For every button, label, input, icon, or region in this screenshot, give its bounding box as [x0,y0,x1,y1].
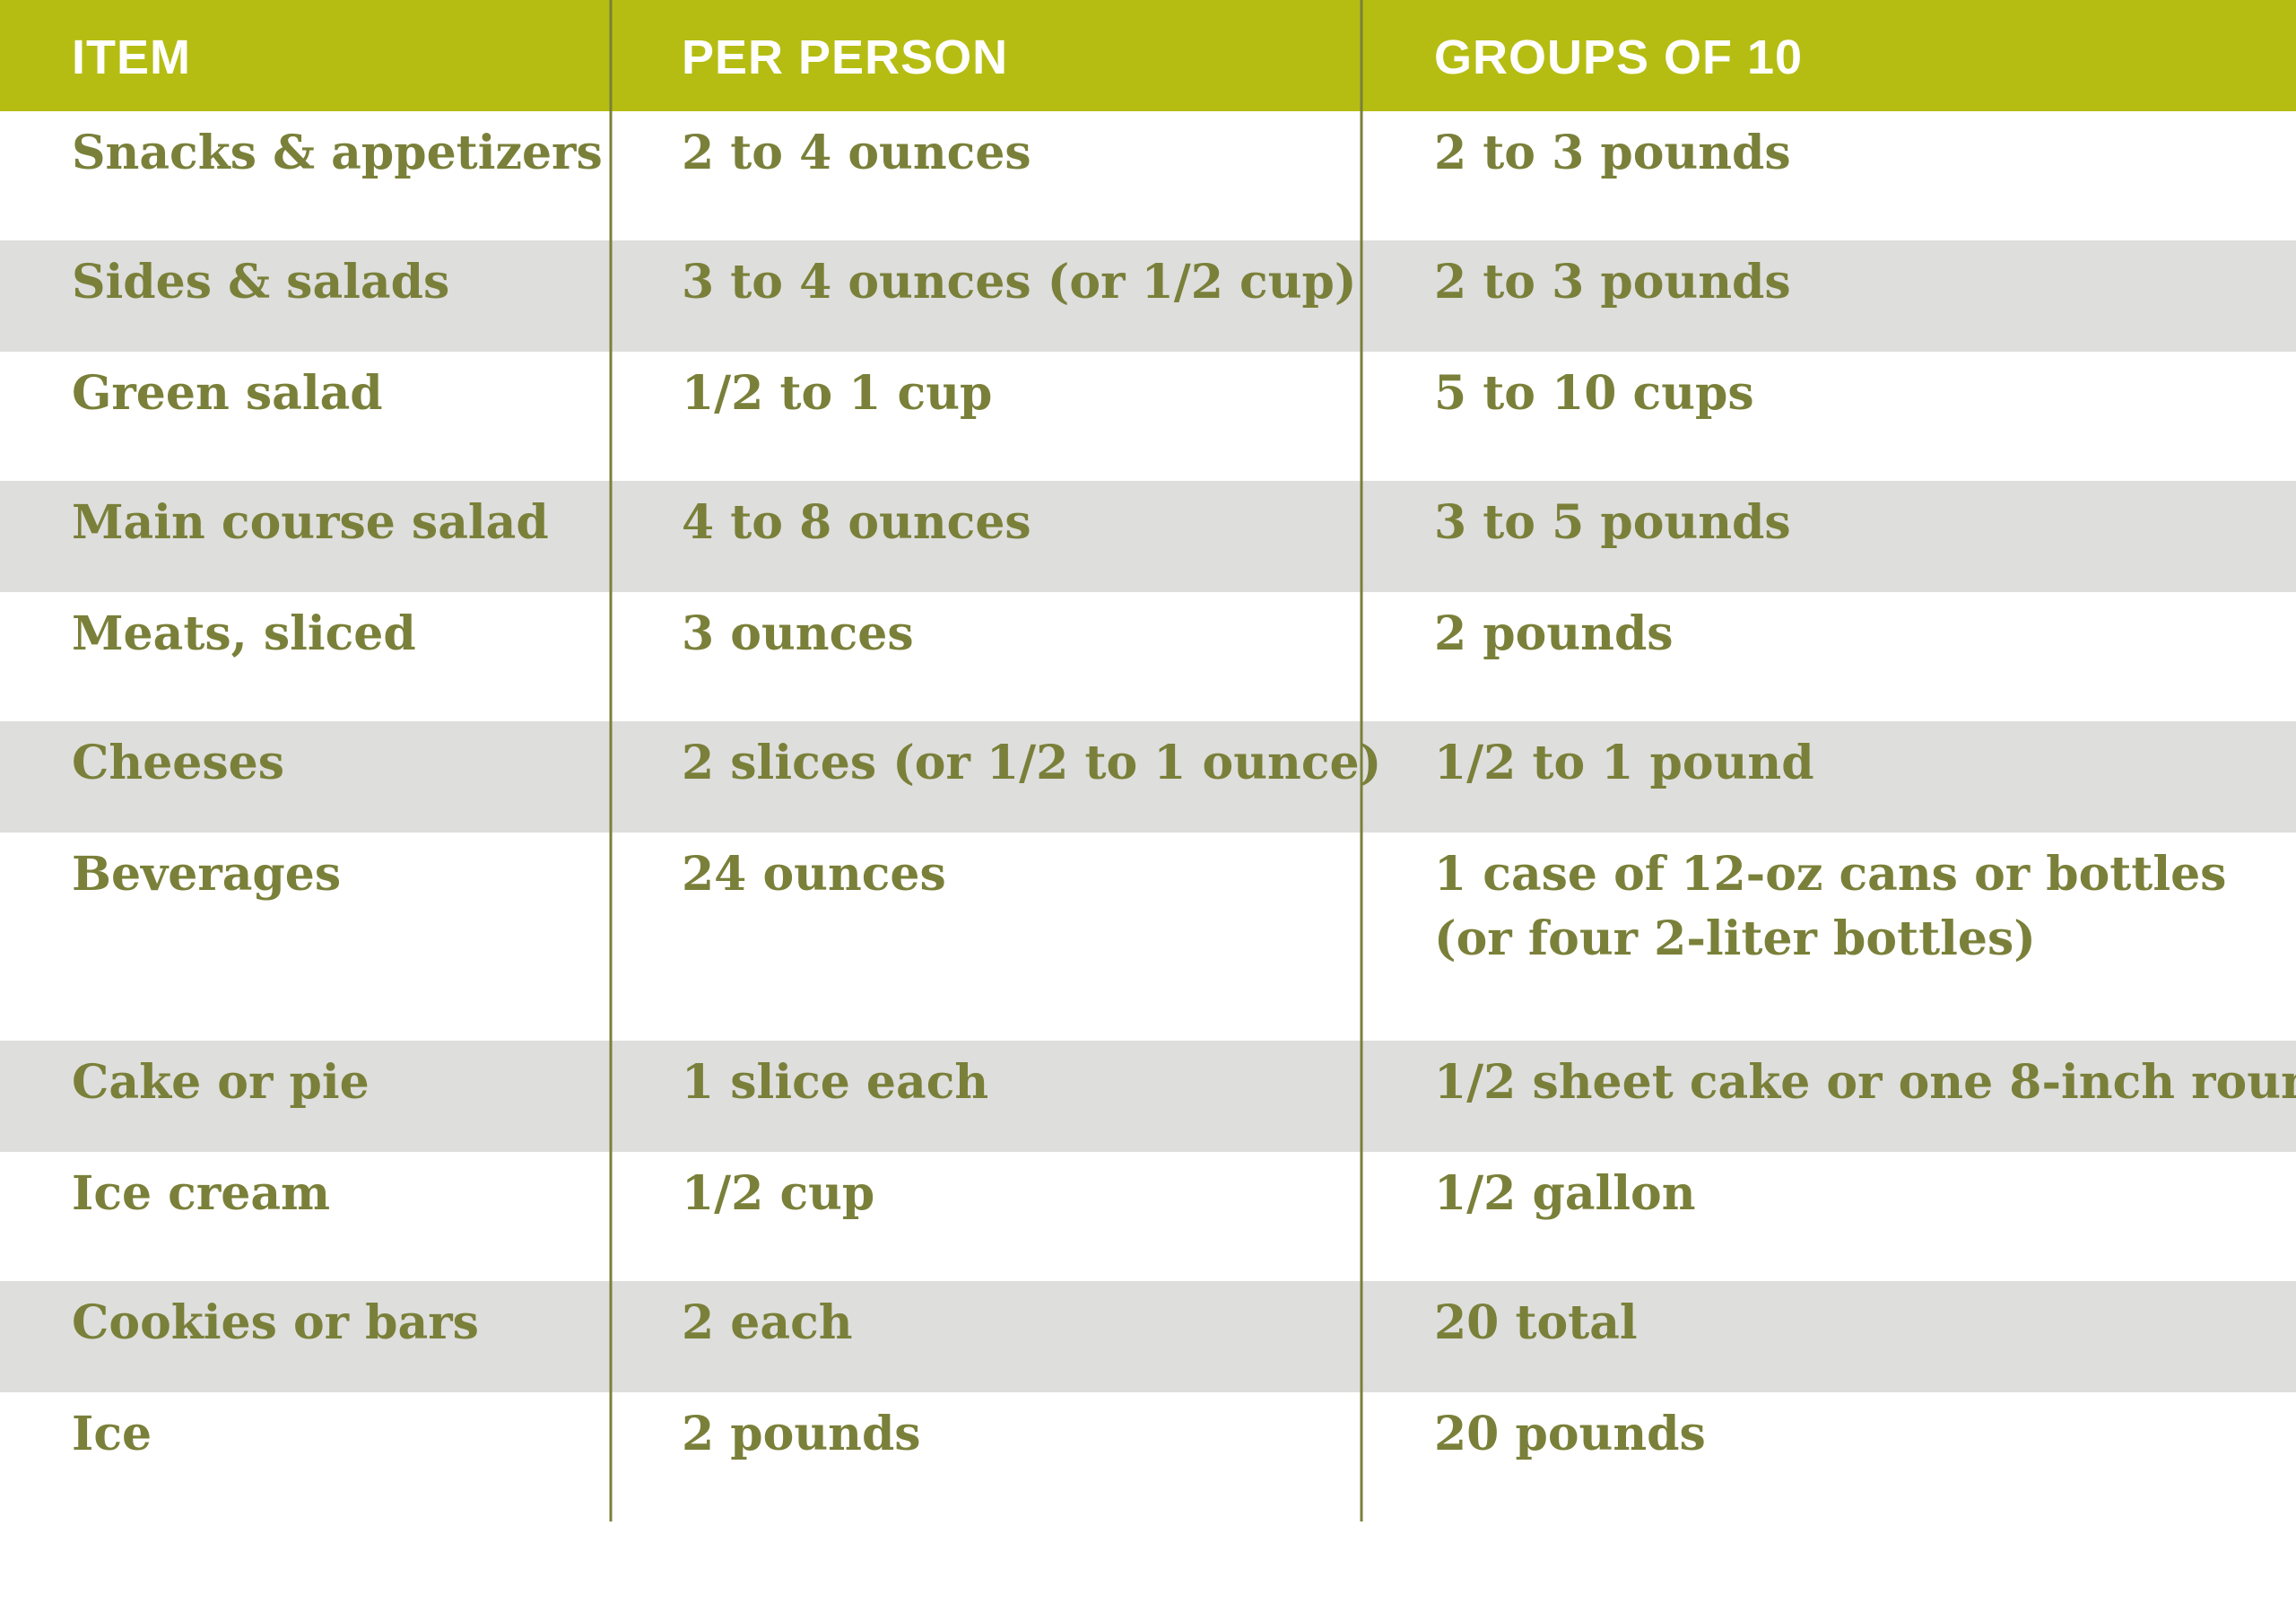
table-row [0,1281,2296,1392]
cell-per-person: 2 to 4 ounces [682,126,1031,180]
cell-groups-of-10: 20 pounds [1434,1407,1706,1461]
table-row [0,721,2296,833]
cell-per-person: 1/2 to 1 cup [682,366,992,421]
cell-item: Meats, sliced [72,606,416,661]
header-groups-of-10: GROUPS OF 10 [1434,31,1803,84]
cell-groups-of-10: 5 to 10 cups [1434,366,1754,421]
cell-item: Snacks & appetizers [72,126,603,180]
cell-item: Ice cream [72,1166,330,1221]
header-item: ITEM [72,31,191,84]
cell-per-person: 2 each [682,1295,853,1350]
cell-item: Green salad [72,366,383,421]
cell-item: Cookies or bars [72,1295,479,1350]
cell-groups-of-10: 2 to 3 pounds [1434,126,1791,180]
cell-groups-of-10: 1 case of 12-oz cans or bottles [1434,847,2226,902]
cell-per-person: 3 ounces [682,606,914,661]
cell-groups-of-10: 3 to 5 pounds [1434,495,1791,550]
cell-groups-of-10: 2 to 3 pounds [1434,255,1791,310]
cell-per-person: 2 slices (or 1/2 to 1 ounce) [682,736,1381,790]
cell-per-person: 4 to 8 ounces [682,495,1031,550]
table-row [0,481,2296,592]
table-row [0,833,2296,1041]
cell-groups-of-10: 2 pounds [1434,606,1674,661]
cell-item: Cheeses [72,736,284,790]
cell-groups-of-10: (or four 2-liter bottles) [1434,911,2036,966]
cell-item: Beverages [72,847,341,902]
cell-item: Cake or pie [72,1055,370,1110]
table-row [0,1152,2296,1281]
cell-item: Sides & salads [72,255,449,310]
cell-per-person: 24 ounces [682,847,946,902]
cell-groups-of-10: 20 total [1434,1295,1638,1350]
table-header-band [0,0,2296,111]
cell-per-person: 1 slice each [682,1055,988,1110]
table-row [0,352,2296,481]
header-per-person: PER PERSON [682,31,1008,84]
cell-item: Main course salad [72,495,549,550]
cell-per-person: 3 to 4 ounces (or 1/2 cup) [682,255,1356,310]
table-row [0,1041,2296,1152]
table-row [0,111,2296,240]
cell-groups-of-10: 1/2 sheet cake or one 8-inch round [1434,1055,2296,1110]
table-row [0,1392,2296,1521]
cell-groups-of-10: 1/2 gallon [1434,1166,1696,1221]
cell-per-person: 1/2 cup [682,1166,874,1221]
cell-item: Ice [72,1407,152,1461]
table-row [0,240,2296,352]
table-row [0,592,2296,721]
cell-per-person: 2 pounds [682,1407,921,1461]
cell-groups-of-10: 1/2 to 1 pound [1434,736,1814,790]
